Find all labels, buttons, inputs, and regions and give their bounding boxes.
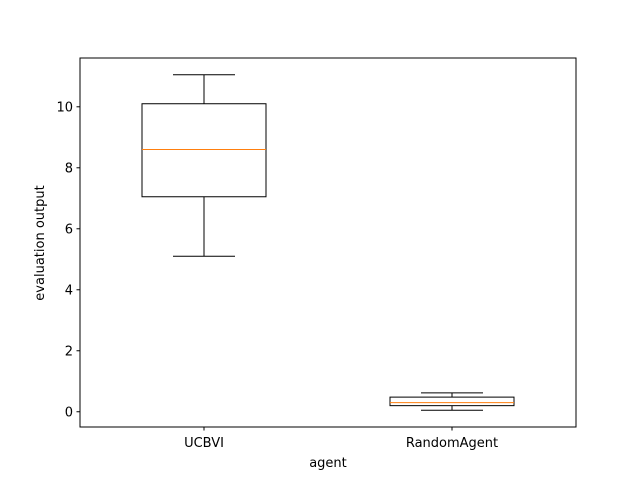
y-axis-label: evaluation output bbox=[33, 185, 48, 300]
y-tick-label: 10 bbox=[56, 100, 73, 115]
y-tick-label: 8 bbox=[65, 161, 73, 176]
plot-area bbox=[141, 74, 515, 411]
x-axis: UCBVI RandomAgent bbox=[184, 427, 498, 451]
y-tick-label: 0 bbox=[65, 405, 73, 420]
x-tick-label: UCBVI bbox=[184, 436, 224, 451]
y-tick-label: 4 bbox=[65, 283, 73, 298]
y-axis: 0 2 4 6 8 10 bbox=[56, 100, 80, 420]
box-group bbox=[389, 392, 515, 411]
box-iqr bbox=[389, 396, 515, 407]
x-tick-label: RandomAgent bbox=[406, 436, 498, 451]
x-axis-label: agent bbox=[309, 456, 347, 471]
y-tick-label: 2 bbox=[65, 344, 73, 359]
box-group bbox=[141, 74, 267, 257]
box-iqr bbox=[141, 103, 267, 198]
axes-frame bbox=[79, 57, 577, 428]
y-tick-label: 6 bbox=[65, 222, 73, 237]
